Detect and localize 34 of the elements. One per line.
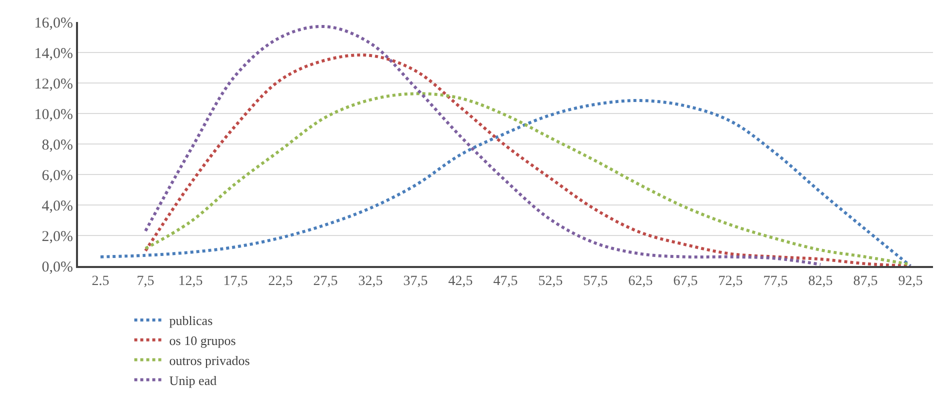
y-tick-label: 10,0% [34,106,73,123]
y-tick-label: 4,0% [42,198,73,214]
legend-label: os 10 grupos [169,332,236,348]
x-tick-label: 17,5 [223,274,248,289]
x-tick-label: 27,5 [313,274,338,289]
y-tick-label: 14,0% [34,46,73,62]
x-tick-label: 47,5 [493,274,518,289]
y-tick-label: 0,0% [42,259,73,276]
x-tick-label: 72,5 [718,274,743,289]
y-tick-label: 8,0% [42,137,73,154]
x-tick-label: 52,5 [538,274,563,289]
x-tick-label: 7,5 [136,274,154,289]
x-tick-label: 67,5 [673,274,698,289]
y-tick-label: 6,0% [42,168,73,184]
legend-label: publicas [169,313,213,328]
x-tick-label: 22,5 [268,274,293,289]
line-series [144,24,822,266]
legend-label: Unip ead [169,372,218,388]
x-tick-label: 32,5 [358,274,383,289]
line-series [144,54,912,266]
x-tick-label: 57,5 [583,274,608,289]
x-tick-label: 87,5 [853,274,878,289]
x-tick-label: 2.5 [92,274,110,289]
x-tick-label: 12,5 [178,274,203,289]
x-tick-label: 92,5 [898,274,923,289]
y-tick-label: 2,0% [42,228,73,245]
y-tick-label: 12,0% [34,76,73,92]
x-tick-label: 77,5 [763,274,788,289]
x-tick-label: 42,5 [448,274,473,289]
x-tick-label: 62,5 [628,274,653,289]
legend-label: outros privados [169,352,250,368]
y-tick-label: 16,0% [34,15,73,32]
x-tick-label: 37,5 [403,274,428,289]
x-tick-label: 82,5 [808,274,833,289]
